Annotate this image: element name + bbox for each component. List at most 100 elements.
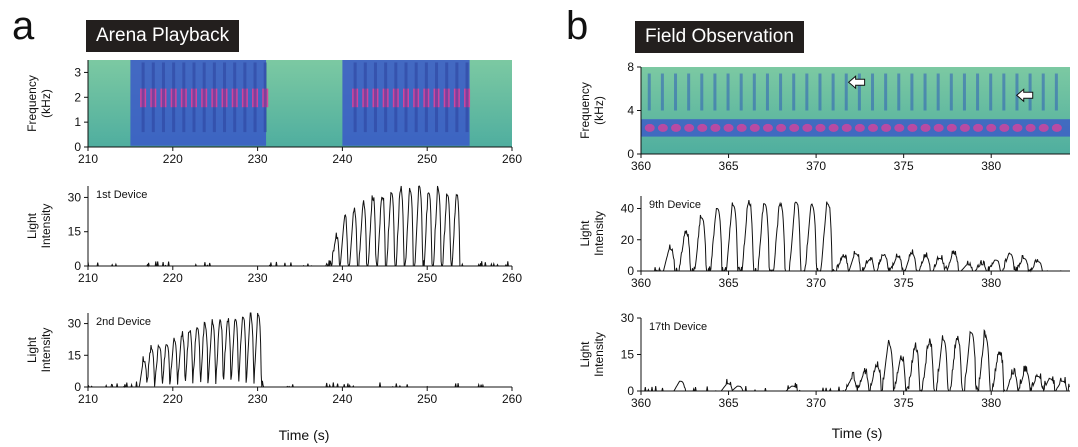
harmonic-stripe [192, 62, 196, 133]
call-pulse-mark [1012, 123, 1023, 132]
x-tick-label: 370 [806, 159, 826, 173]
arrow-icon [847, 75, 866, 90]
y-axis-label: Frequency(kHz) [578, 82, 606, 139]
call-pulse-mark [894, 123, 905, 132]
panel-a-title: Arena Playback [86, 20, 240, 52]
call-pulse-mark [986, 123, 997, 132]
arrow-icon [1015, 88, 1034, 103]
y-tick-label: 8 [627, 60, 634, 74]
harmonic-stripe [844, 73, 848, 111]
x-tick-label: 260 [502, 271, 522, 285]
x-tick-label: 250 [417, 392, 437, 406]
harmonic-stripe [182, 62, 186, 133]
y-tick-label: 0 [74, 140, 81, 154]
call-pulse-mark [789, 123, 800, 132]
harmonic-stripe [353, 62, 357, 133]
harmonic-stripe [857, 73, 861, 111]
y-axis-label: LightIntensity [25, 204, 53, 249]
harmonic-stripe [172, 62, 176, 133]
x-tick-label: 365 [719, 276, 739, 290]
harmonic-stripe [792, 73, 796, 111]
x-tick-label: 210 [78, 271, 98, 285]
call-pulse-mark [762, 123, 773, 132]
x-tick-label: 240 [332, 271, 352, 285]
call-pulse-mark [815, 123, 826, 132]
call-pulse-mark [959, 123, 970, 132]
y-tick-label: 0 [74, 259, 81, 273]
harmonic-stripe [455, 62, 459, 133]
x-tick-label: 370 [806, 396, 826, 410]
light-trace-a-1 [87, 185, 512, 268]
x-axis-title-a: Time (s) [279, 427, 330, 443]
x-tick-label: 220 [163, 392, 183, 406]
x-tick-label: 380 [981, 276, 1001, 290]
harmonic-stripe [435, 62, 439, 133]
device-label: 1st Device [96, 189, 147, 201]
harmonic-stripe [752, 73, 756, 111]
x-tick-label: 380 [981, 396, 1001, 410]
harmonic-stripe [647, 73, 651, 111]
y-tick-label: 0 [627, 147, 634, 161]
y-tick-label: 30 [621, 311, 635, 325]
y-axis-label: Frequency(kHz) [25, 75, 53, 132]
y-tick-label: 30 [68, 317, 82, 331]
harmonic-stripe [1054, 73, 1058, 111]
harmonic-stripe [363, 62, 367, 133]
call-pulse-mark [920, 123, 931, 132]
light-trace-b-4 [641, 200, 1070, 273]
call-pulse-mark [946, 123, 957, 132]
y-tick-label: 15 [68, 225, 82, 239]
call-pulse-mark [657, 123, 668, 132]
y-tick-label: 2 [74, 90, 81, 104]
harmonic-stripe [923, 73, 927, 111]
y-tick-label: 0 [74, 380, 81, 394]
harmonic-stripe [465, 62, 469, 133]
y-axis-label: LightIntensity [578, 332, 606, 377]
harmonic-stripe [202, 62, 206, 133]
x-tick-label: 240 [332, 152, 352, 166]
x-tick-label: 380 [981, 159, 1001, 173]
call-pulse-mark [999, 123, 1010, 132]
harmonic-stripe [394, 62, 398, 133]
x-tick-label: 230 [248, 392, 268, 406]
x-tick-label: 230 [248, 271, 268, 285]
call-pulse-mark [1038, 123, 1049, 132]
y-tick-label: 0 [627, 264, 634, 278]
call-pulse-mark [841, 123, 852, 132]
device-label: 2nd Device [96, 316, 151, 328]
x-tick-label: 375 [894, 276, 914, 290]
call-pulse-mark [973, 123, 984, 132]
harmonic-stripe [414, 62, 418, 133]
x-tick-label: 375 [894, 396, 914, 410]
x-tick-label: 250 [417, 271, 437, 285]
harmonic-stripe [384, 62, 388, 133]
x-tick-label: 210 [78, 392, 98, 406]
y-tick-label: 40 [621, 202, 635, 216]
harmonic-stripe [1041, 73, 1045, 111]
call-pulse-mark [749, 123, 760, 132]
call-pulse-mark [854, 123, 865, 132]
y-tick-label: 0 [627, 384, 634, 398]
harmonic-stripe [805, 73, 809, 111]
harmonic-stripe [212, 62, 216, 133]
panel-b-letter: b [566, 4, 589, 48]
harmonic-stripe [936, 73, 940, 111]
x-tick-label: 370 [806, 276, 826, 290]
harmonic-stripe [141, 62, 145, 133]
call-pulse-mark [881, 123, 892, 132]
x-tick-label: 360 [631, 159, 651, 173]
x-tick-label: 260 [502, 392, 522, 406]
harmonic-stripe [424, 62, 428, 133]
call-pulse-mark [684, 123, 695, 132]
call-pulse-mark [828, 123, 839, 132]
harmonic-stripe [263, 62, 267, 133]
harmonic-stripe [779, 73, 783, 111]
panel-b-title: Field Observation [635, 21, 804, 53]
x-tick-label: 375 [894, 159, 914, 173]
y-axis-label: LightIntensity [578, 211, 606, 256]
x-tick-label: 360 [631, 396, 651, 410]
harmonic-stripe [897, 73, 901, 111]
call-pulse-mark [710, 123, 721, 132]
y-axis-label: LightIntensity [25, 328, 53, 373]
